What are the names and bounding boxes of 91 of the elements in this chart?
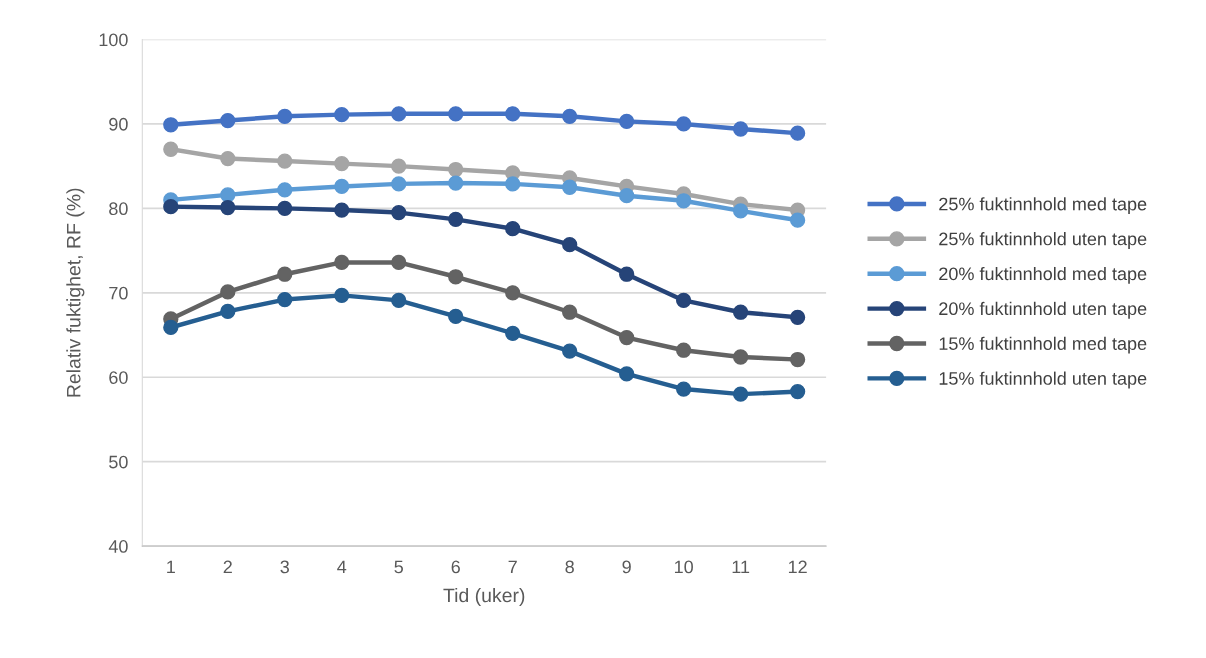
point <box>505 176 521 192</box>
point <box>732 121 749 137</box>
x-tick-label: 10 <box>674 560 693 574</box>
point <box>391 176 407 192</box>
point <box>277 200 293 217</box>
point <box>505 220 521 237</box>
point <box>277 182 293 198</box>
point <box>562 343 578 359</box>
x-tick-label: 9 <box>622 560 631 574</box>
point <box>448 175 464 191</box>
y-tick-label: 40 <box>108 540 128 553</box>
point <box>448 211 464 227</box>
legend-label: 20% fuktinnhold uten tape <box>939 301 1147 319</box>
point <box>676 342 692 358</box>
point <box>220 303 236 320</box>
point <box>391 204 407 221</box>
legend-label: 15% fuktinnhold uten tape <box>939 371 1147 389</box>
point <box>562 237 578 253</box>
y-tick-label: 70 <box>109 286 128 300</box>
point <box>220 199 236 216</box>
x-tick-label: 7 <box>508 560 517 574</box>
point <box>562 304 578 320</box>
point <box>789 125 806 141</box>
legend-label: 25% fuktinnhold med tape <box>939 197 1147 215</box>
point <box>334 106 350 123</box>
point <box>732 304 749 320</box>
point <box>277 266 293 282</box>
point <box>163 199 179 215</box>
point <box>163 117 179 133</box>
point <box>619 366 635 382</box>
y-tick-label: 60 <box>109 371 128 384</box>
point <box>619 266 635 282</box>
point <box>163 141 179 157</box>
point <box>334 254 350 271</box>
point <box>619 188 635 204</box>
point <box>562 108 578 124</box>
point <box>448 106 464 122</box>
point <box>619 113 635 130</box>
point <box>277 108 293 124</box>
x-tick-label: 5 <box>394 560 403 574</box>
point <box>676 193 692 209</box>
point <box>732 349 749 365</box>
point <box>505 325 521 341</box>
point <box>789 309 806 325</box>
point <box>391 254 407 271</box>
point <box>789 351 806 368</box>
point <box>277 291 293 308</box>
x-axis-title: Tid (uker) <box>443 587 525 607</box>
point <box>220 150 236 167</box>
point <box>732 203 749 219</box>
x-tick-label: 4 <box>337 560 347 574</box>
point <box>220 284 236 300</box>
point <box>676 116 692 132</box>
x-tick-label: 1 <box>167 560 175 574</box>
x-tick-label: 12 <box>788 560 807 574</box>
point <box>334 202 350 218</box>
point <box>391 106 407 122</box>
point <box>391 158 407 174</box>
legend-label: 25% fuktinnhold uten tape <box>939 232 1147 249</box>
x-tick-label: 2 <box>223 560 232 574</box>
point <box>505 285 521 301</box>
point <box>448 161 464 178</box>
point <box>676 292 692 309</box>
y-tick-label: 90 <box>109 117 128 131</box>
point <box>789 383 806 400</box>
point <box>220 112 236 129</box>
y-tick-label: 80 <box>109 202 128 216</box>
point <box>676 381 692 397</box>
point <box>391 292 407 309</box>
point <box>334 178 350 195</box>
y-tick-label: 50 <box>109 455 128 469</box>
x-tick-label: 6 <box>451 560 460 574</box>
x-tick-label: 8 <box>565 560 574 574</box>
point <box>277 153 293 169</box>
point <box>505 106 521 122</box>
legend-label: 15% fuktinnhold med tape <box>939 336 1147 354</box>
point <box>448 269 464 285</box>
point <box>448 308 464 325</box>
point <box>619 329 635 346</box>
y-axis-title: Relativ fuktighet, RF (%) <box>66 188 85 397</box>
x-tick-label: 3 <box>280 560 289 574</box>
point <box>562 179 578 195</box>
point <box>334 287 350 303</box>
x-tick-label: 11 <box>732 560 750 574</box>
point <box>163 319 179 336</box>
point <box>789 212 806 228</box>
point <box>334 155 350 172</box>
point <box>220 187 236 203</box>
point <box>732 386 749 402</box>
y-tick-label: 100 <box>99 33 128 47</box>
legend-label: 20% fuktinnhold med tape <box>939 266 1147 284</box>
